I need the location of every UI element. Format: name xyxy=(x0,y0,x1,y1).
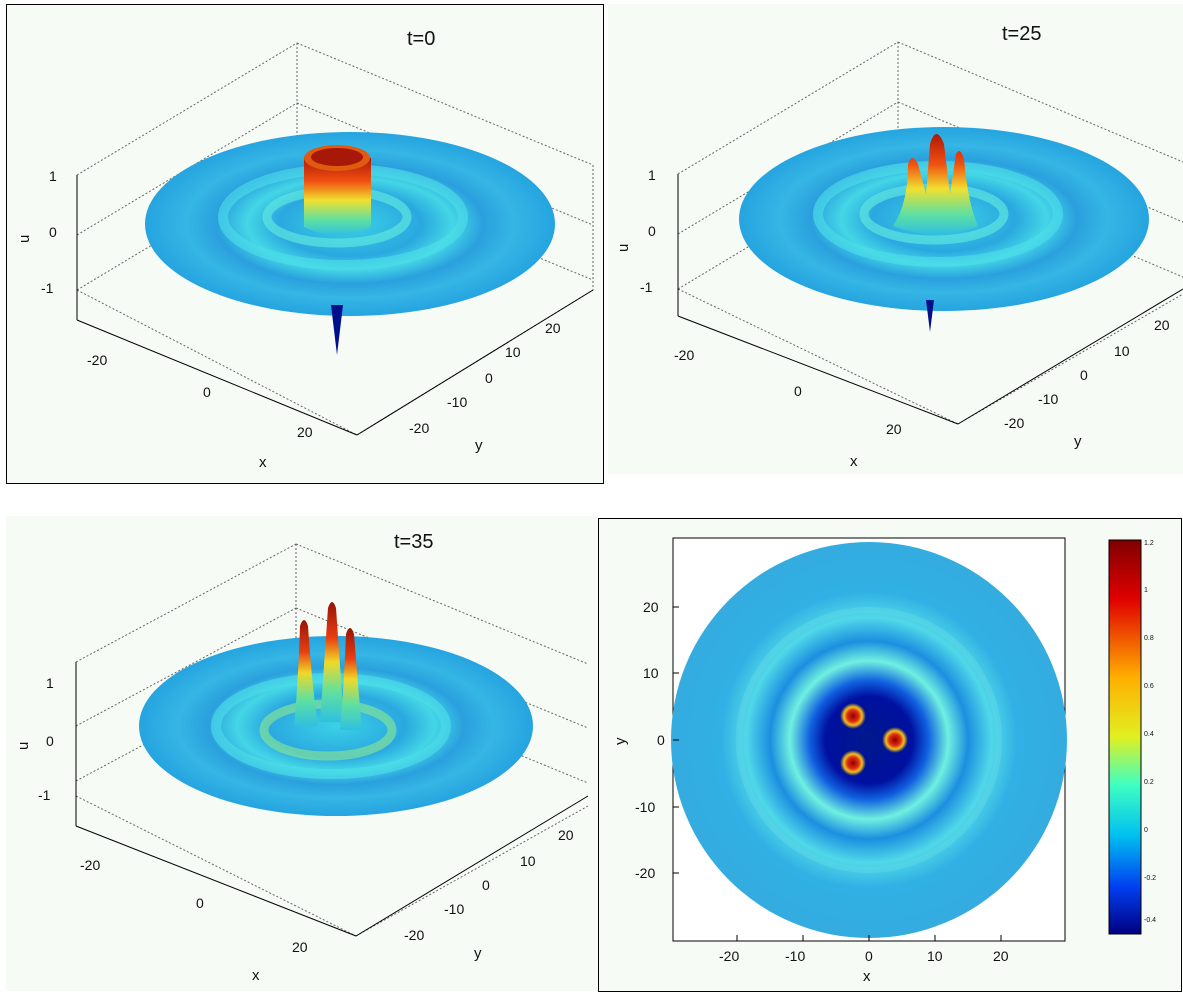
surface-panel-t35: t=35 1 0 -1 u -20 0 20 x 20 10 0 -10 -20… xyxy=(6,516,598,991)
x-tick: -20 xyxy=(719,948,739,964)
y-tick: -10 xyxy=(447,394,467,410)
y-tick: -10 xyxy=(635,799,655,815)
peak-spot-3 xyxy=(840,750,866,776)
y-tick: 20 xyxy=(558,827,574,843)
peak-3 xyxy=(340,628,362,730)
contour-disk xyxy=(671,542,1067,938)
surface-plot-t0: t=0 1 0 -1 u -20 0 20 x 20 10 0 -10 -20 … xyxy=(16,28,594,471)
negative-dip xyxy=(331,305,343,355)
panel-title: t=0 xyxy=(407,28,435,50)
colorbar-tick: 0.4 xyxy=(1144,731,1154,738)
y-tick: 0 xyxy=(482,877,490,893)
z-tick: 0 xyxy=(46,733,54,749)
x-tick: 10 xyxy=(927,948,943,964)
contour-panel: 20 10 0 -10 -20 y -20 -10 0 10 20 x 1.2 … xyxy=(598,518,1182,992)
x-axis-label: x xyxy=(850,453,858,470)
x-tick: 20 xyxy=(292,939,308,955)
y-tick: -20 xyxy=(1004,415,1024,431)
y-tick: -20 xyxy=(409,420,429,436)
x-tick: 0 xyxy=(196,895,204,911)
x-tick: 20 xyxy=(993,948,1009,964)
y-tick: -20 xyxy=(635,865,655,881)
colorbar-tick: 0 xyxy=(1144,827,1148,834)
x-axis-label: x xyxy=(259,454,267,471)
peak-spot-1 xyxy=(840,703,866,729)
colorbar-tick: 0.6 xyxy=(1144,683,1154,690)
y-axis-label: y xyxy=(475,437,483,454)
z-tick: 1 xyxy=(46,675,54,691)
y-axis-label: y xyxy=(612,737,629,745)
z-axis-label: u xyxy=(615,244,632,252)
z-tick: 0 xyxy=(49,224,57,240)
y-tick: 0 xyxy=(657,732,665,748)
z-tick: -1 xyxy=(640,279,653,295)
x-tick: 20 xyxy=(297,424,313,440)
z-tick: 1 xyxy=(648,167,656,183)
x-tick: -20 xyxy=(674,347,694,363)
panel-title: t=25 xyxy=(1002,23,1041,45)
x-tick: 0 xyxy=(865,948,873,964)
panel-title: t=35 xyxy=(394,531,433,553)
colorbar-tick: 0.8 xyxy=(1144,635,1154,642)
y-tick: 0 xyxy=(485,370,493,386)
colorbar-tick: -0.2 xyxy=(1144,875,1156,882)
colorbar-tick: 1.2 xyxy=(1144,540,1154,547)
central-peak xyxy=(304,158,371,235)
z-axis-label: u xyxy=(15,742,32,750)
contour-plot: 20 10 0 -10 -20 y -20 -10 0 10 20 x 1.2 … xyxy=(612,537,1156,985)
y-tick: -10 xyxy=(1038,391,1058,407)
x-tick: 0 xyxy=(203,384,211,400)
y-tick: 10 xyxy=(643,665,659,681)
z-tick: 0 xyxy=(648,223,656,239)
x-tick: 0 xyxy=(794,383,802,399)
z-tick: 1 xyxy=(49,168,57,184)
x-tick: -10 xyxy=(785,948,805,964)
surface-plot-t25: t=25 1 0 -1 u -20 0 20 x 20 10 0 -10 -20… xyxy=(615,23,1183,470)
y-tick: 0 xyxy=(1080,367,1088,383)
surface-panel-t0: t=0 1 0 -1 u -20 0 20 x 20 10 0 -10 -20 … xyxy=(6,4,604,484)
colorbar xyxy=(1108,539,1142,935)
y-tick: 20 xyxy=(1154,317,1170,333)
z-tick: -1 xyxy=(38,787,51,803)
y-tick: -20 xyxy=(404,927,424,943)
colorbar-tick: 1 xyxy=(1144,587,1148,594)
surface-disk xyxy=(139,636,533,816)
y-tick: 10 xyxy=(505,344,521,360)
y-tick: 10 xyxy=(520,853,536,869)
z-axis-label: u xyxy=(16,235,33,243)
x-axis-label: x xyxy=(863,968,871,985)
y-tick: 20 xyxy=(545,320,561,336)
y-tick: 20 xyxy=(643,599,659,615)
colorbar-tick: -0.4 xyxy=(1144,917,1156,924)
peak-2 xyxy=(320,602,344,722)
peak-1 xyxy=(294,620,318,726)
y-tick: -10 xyxy=(444,901,464,917)
negative-dip xyxy=(926,300,934,332)
surface-panel-t25: t=25 1 0 -1 u -20 0 20 x 20 10 0 -10 -20… xyxy=(608,4,1183,474)
x-tick: -20 xyxy=(87,352,107,368)
x-axis-label: x xyxy=(252,967,260,984)
y-tick: 10 xyxy=(1114,343,1130,359)
z-tick: -1 xyxy=(41,280,54,296)
peak-spot-2 xyxy=(882,727,908,753)
y-axis-label: y xyxy=(474,945,482,962)
y-axis-label: y xyxy=(1074,433,1082,450)
colorbar-tick: 0.2 xyxy=(1144,779,1154,786)
triple-peak xyxy=(893,134,978,234)
x-tick: 20 xyxy=(886,421,902,437)
surface-plot-t35: t=35 1 0 -1 u -20 0 20 x 20 10 0 -10 -20… xyxy=(15,531,589,984)
x-tick: -20 xyxy=(80,857,100,873)
